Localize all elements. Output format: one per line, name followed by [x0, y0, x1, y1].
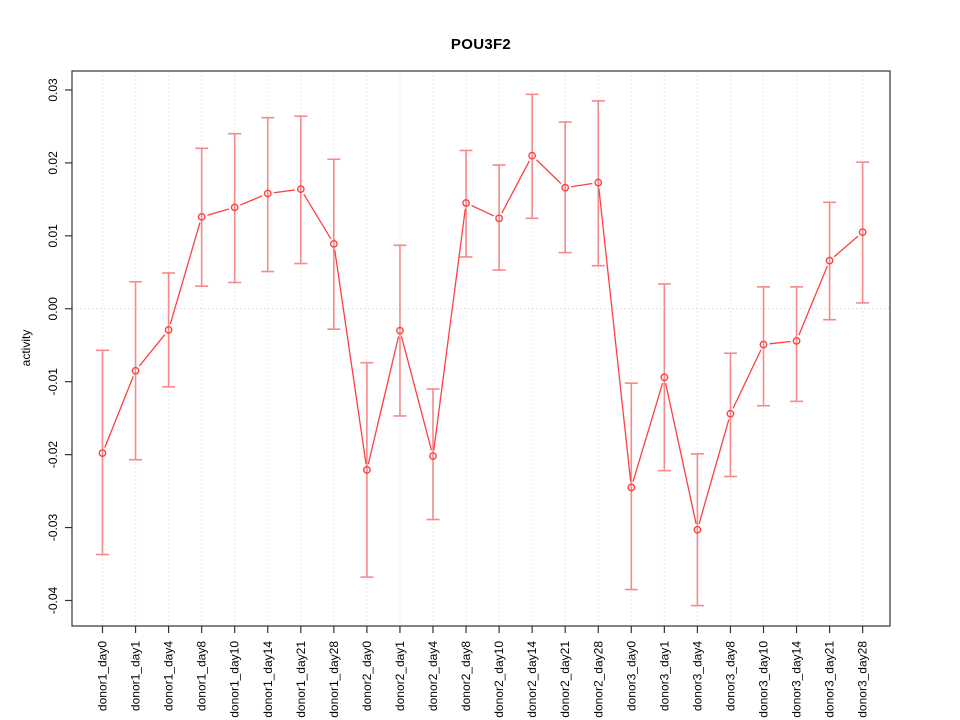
data-point-marker: [230, 203, 239, 212]
x-tick-label: donor3_day0: [624, 641, 638, 711]
data-point-marker: [164, 326, 173, 334]
series-segment: [632, 382, 664, 482]
series-segment: [433, 208, 466, 451]
series-segment: [664, 383, 697, 525]
x-tick-label: donor1_day10: [228, 641, 242, 718]
data-point-marker: [660, 373, 669, 382]
data-point-marker: [197, 212, 206, 221]
series-segment: [571, 182, 593, 188]
data-point-marker: [396, 326, 404, 335]
y-tick-label: 0.01: [46, 224, 60, 248]
series-segment: [698, 419, 730, 525]
x-tick-label: donor2_day14: [525, 641, 539, 718]
data-point-marker: [726, 409, 735, 418]
x-tick-label: donor3_day21: [823, 641, 837, 718]
x-tick-label: donor1_day1: [129, 641, 143, 711]
plot-box: [71, 70, 891, 627]
x-tick-label: donor3_day4: [690, 641, 704, 711]
series-segment: [303, 193, 332, 240]
x-tick-label: donor1_day0: [96, 641, 110, 711]
series-segment: [732, 349, 762, 409]
data-point-marker: [561, 183, 570, 192]
series-segment: [239, 195, 263, 206]
y-tick-label: -0.04: [46, 586, 60, 614]
x-tick-label: donor1_day14: [261, 641, 275, 718]
data-point-marker: [858, 228, 867, 237]
x-tick-label: donor2_day8: [459, 641, 473, 711]
series-segment: [833, 235, 859, 258]
data-point-marker: [825, 256, 834, 265]
x-tick-label: donor1_day8: [195, 641, 209, 711]
x-tick-label: donor3_day1: [657, 641, 671, 711]
series-segment: [798, 265, 828, 336]
series-segment: [471, 204, 494, 217]
x-tick-label: donor3_day8: [723, 641, 737, 711]
series-segment: [769, 340, 791, 345]
data-point-marker: [594, 178, 603, 187]
y-tick-label: 0.00: [46, 297, 60, 321]
x-tick-label: donor3_day28: [856, 641, 870, 718]
data-point-marker: [462, 199, 470, 207]
x-tick-label: donor1_day28: [327, 641, 341, 718]
data-point-marker: [429, 452, 437, 460]
data-point-marker: [131, 366, 140, 375]
data-point-marker: [98, 449, 107, 458]
y-tick-label: 0.03: [46, 78, 60, 102]
x-tick-label: donor1_day21: [294, 641, 308, 718]
data-point-marker: [792, 336, 801, 345]
y-tick-label: -0.01: [46, 368, 60, 396]
data-point-marker: [362, 466, 371, 474]
series-segment: [400, 336, 433, 451]
x-tick-label: donor3_day14: [790, 641, 804, 718]
series-segment: [536, 159, 562, 184]
series-segment: [334, 249, 367, 465]
series-segment: [598, 188, 632, 482]
x-tick-label: donor2_day4: [426, 641, 440, 711]
series-segment: [501, 160, 530, 214]
data-point-marker: [495, 214, 503, 223]
series-segment: [138, 334, 166, 367]
series-segment: [169, 222, 201, 325]
y-tick-label: -0.02: [46, 441, 60, 469]
series-segment: [273, 189, 295, 194]
data-point-marker: [528, 151, 537, 160]
x-tick-label: donor2_day10: [492, 641, 506, 718]
data-point-marker: [759, 340, 768, 349]
x-tick-label: donor2_day0: [360, 641, 374, 711]
series-segment: [207, 208, 230, 216]
x-tick-label: donor2_day28: [591, 641, 605, 718]
y-tick-label: 0.02: [46, 151, 60, 175]
y-tick-label: -0.03: [46, 514, 60, 542]
data-point-marker: [693, 525, 702, 534]
series-segment: [104, 376, 134, 448]
x-tick-label: donor1_day4: [162, 641, 176, 711]
chart-title: POU3F2: [450, 36, 512, 53]
x-tick-label: donor3_day10: [757, 641, 771, 718]
data-point-marker: [263, 189, 272, 198]
series-segment: [367, 336, 400, 465]
x-tick-label: donor2_day1: [393, 641, 407, 711]
data-point-marker: [627, 483, 636, 492]
x-tick-label: donor2_day21: [558, 641, 572, 718]
data-point-marker: [296, 185, 305, 194]
data-point-marker: [329, 239, 338, 248]
